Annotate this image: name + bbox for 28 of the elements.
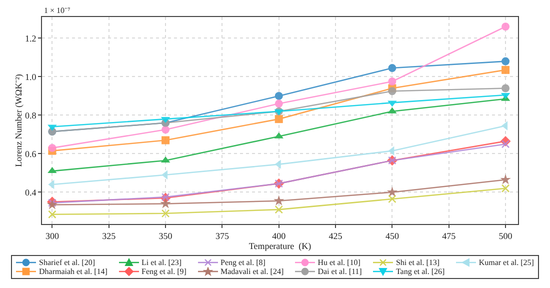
y-tick-label: 0.6 (24, 148, 37, 159)
x-tick-label: 375 (215, 230, 230, 241)
y-tick-label: 0.4 (24, 187, 37, 198)
x-tick-label: 400 (272, 230, 286, 241)
x-axis-title: Temperature (K) (248, 240, 312, 251)
legend-label: Peng et al. [8] (220, 258, 266, 267)
text: 1 × 10⁻⁷ (44, 6, 71, 15)
x-tick-label: 300 (45, 230, 60, 241)
x-tick-label: 450 (385, 230, 400, 241)
legend-label: Shi et al. [13] (396, 258, 440, 267)
y-axis-title: Lorenz Number (WΩK⁻²) (13, 74, 24, 167)
legend-label: Sharief et al. [20] (39, 258, 95, 267)
legend-label: Feng et al. [9] (142, 267, 186, 276)
legend-label: Madavali et al. [24] (220, 267, 284, 276)
x-tick-label: 425 (328, 230, 343, 241)
y-tick-label: 1.2 (24, 33, 36, 44)
legend-label: Dharmaiah et al. [14] (39, 267, 108, 276)
x-tick-label: 325 (102, 230, 116, 241)
y-tick-label: 0.8 (24, 110, 37, 120)
x-tick-label: 475 (442, 230, 456, 241)
legend-label: Tang et al. [26] (396, 267, 445, 276)
legend-label: Dai et al. [11] (318, 267, 362, 276)
legend-label: Li et al. [23] (142, 258, 182, 267)
y-tick-label: 1.0 (24, 72, 37, 82)
x-tick-label: 500 (498, 230, 513, 241)
legend-label: Kumar et al. [25] (478, 258, 534, 267)
legend-label: Hu et al. [10] (318, 258, 360, 267)
x-tick-label: 350 (158, 230, 173, 241)
